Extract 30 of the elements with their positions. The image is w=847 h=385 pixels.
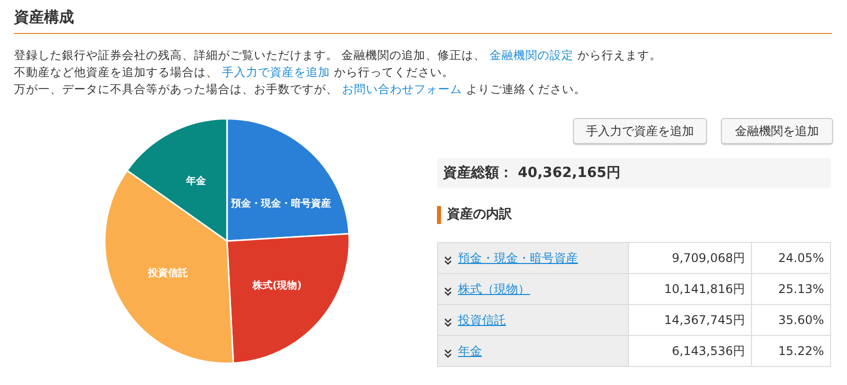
- text: お問い合わせフォーム: [342, 82, 462, 96]
- text: 投資信託: [458, 312, 506, 326]
- text: 預金・現金・暗号資産: [458, 250, 578, 264]
- text: 手入力で資産を追加: [573, 118, 707, 144]
- text: から行ってください。: [334, 65, 454, 79]
- text: 不動産など他資産を追加する場合は、: [14, 65, 218, 79]
- text: 25.13%: [752, 274, 830, 304]
- chart-title: 資産構成: [14, 8, 74, 27]
- text: 株式（現物）: [458, 282, 530, 296]
- text: 35.60%: [752, 304, 830, 336]
- slice-label: 株式(現物): [252, 279, 302, 292]
- text: 資産総額： 40,362,165円: [437, 158, 831, 188]
- text: 24.05%: [752, 242, 830, 274]
- text: 金融機関の設定: [490, 48, 574, 62]
- text: 6,143,536円: [628, 336, 752, 366]
- text: よりご連絡ください。: [466, 82, 586, 96]
- text: 14,367,745円: [628, 304, 752, 336]
- text: 登録した銀行や証券会社の残高、詳細がご覧いただけます。 金融機関の追加、修正は、: [14, 48, 486, 62]
- text: 金融機関を追加: [721, 118, 833, 144]
- text: 年金: [458, 344, 482, 358]
- text: 手入力で資産を追加: [222, 65, 330, 79]
- slice-label: 預金・現金・暗号資産: [230, 198, 331, 210]
- text: 10,141,816円: [628, 274, 752, 304]
- text: 15.22%: [752, 336, 830, 366]
- text: 万が一、データに不具合等があった場合は、お手数ですが、: [14, 82, 338, 96]
- text: 9,709,068円: [628, 242, 752, 274]
- slice-label: 年金: [185, 174, 208, 187]
- slice-label: 投資信託: [147, 267, 188, 280]
- text: から行えます。: [578, 48, 662, 62]
- text: 資産の内訳: [437, 206, 512, 224]
